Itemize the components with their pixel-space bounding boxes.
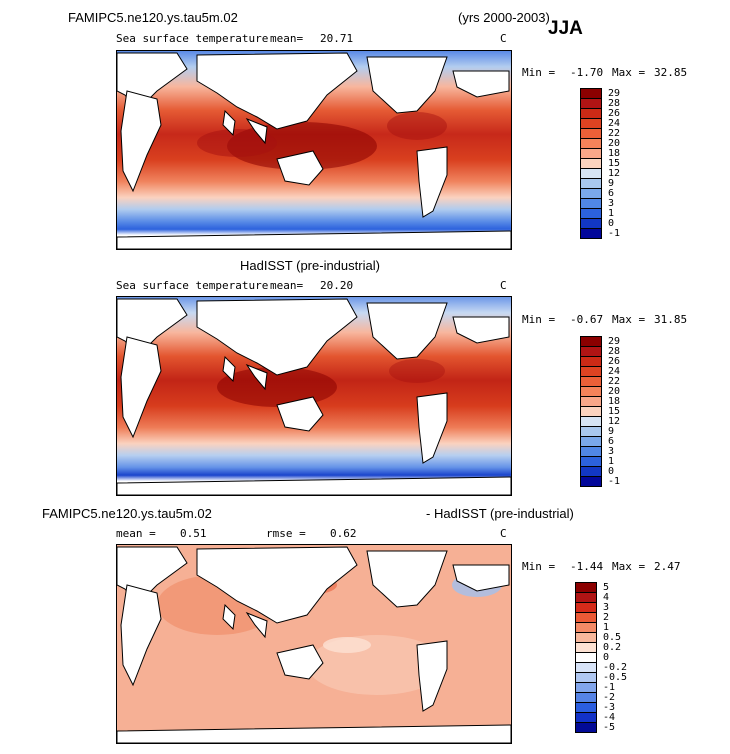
panel2-map — [116, 296, 512, 496]
colorbar-label: 29 — [608, 336, 621, 347]
colorbar-label: -5 — [603, 722, 616, 733]
colorbar-label: 1 — [608, 208, 615, 219]
colorbar-label: -1 — [608, 228, 621, 239]
years-label: (yrs 2000-2003) — [458, 10, 550, 25]
colorbar-label: 26 — [608, 108, 621, 119]
colorbar-label: -1 — [608, 476, 621, 487]
panel2-max-label: Max = — [612, 313, 646, 326]
colorbar-label: 9 — [608, 178, 615, 189]
colorbar-label: 9 — [608, 426, 615, 437]
panel3-max-label: Max = — [612, 560, 646, 573]
colorbar-label: 26 — [608, 356, 621, 367]
colorbar-cell — [580, 476, 602, 487]
panel3-mean-value: 0.51 — [180, 527, 207, 540]
panel1-map — [116, 50, 512, 250]
colorbar-label: 0.2 — [603, 642, 622, 653]
colorbar-label: 3 — [608, 198, 615, 209]
panel3-rmse-label: rmse = — [266, 527, 306, 540]
colorbar-label: 4 — [603, 592, 610, 603]
colorbar-label: 0.5 — [603, 632, 622, 643]
colorbar-label: -0.5 — [603, 672, 628, 683]
colorbar-label: -4 — [603, 712, 616, 723]
case-title: FAMIPC5.ne120.ys.tau5m.02 — [68, 10, 238, 25]
colorbar-label: 6 — [608, 188, 615, 199]
colorbar-label: 0 — [608, 218, 615, 229]
panel1-min-value: -1.70 — [570, 66, 604, 79]
colorbar-label: 20 — [608, 386, 621, 397]
colorbar-label: 28 — [608, 346, 621, 357]
panel2-mean-value: 20.20 — [320, 279, 354, 292]
panel2-units: C — [500, 279, 507, 292]
colorbar-label: 2 — [603, 612, 610, 623]
colorbar-label: 6 — [608, 436, 615, 447]
colorbar-label: 28 — [608, 98, 621, 109]
season-label: JJA — [548, 18, 583, 39]
panel3-title-left: FAMIPC5.ne120.ys.tau5m.02 — [42, 506, 212, 521]
panel2-map-svg — [117, 297, 511, 495]
panel2-title: HadISST (pre-industrial) — [240, 258, 380, 273]
panel3-map — [116, 544, 512, 744]
panel3-title-right: - HadISST (pre-industrial) — [426, 506, 574, 521]
panel3-colorbar: 5 4 3 2 1 0.5 0.2 0 -0.2 -0.5 -1 -2 -3 -4 -5 — [575, 582, 695, 742]
colorbar-label: 22 — [608, 376, 621, 387]
colorbar-cell — [575, 722, 597, 733]
panel1-colorbar: 29 28 26 24 22 20 18 15 12 9 6 3 1 0 -1 — [580, 88, 690, 248]
panel3-min-label: Min = — [522, 560, 556, 573]
colorbar-cell — [580, 228, 602, 239]
colorbar-label: -3 — [603, 702, 616, 713]
panel1-units: C — [500, 32, 507, 45]
panel1-max-value: 32.85 — [654, 66, 688, 79]
panel1-variable: Sea surface temperature — [116, 32, 269, 45]
colorbar-label: -0.2 — [603, 662, 628, 673]
panel3-units: C — [500, 527, 507, 540]
colorbar-label: 24 — [608, 366, 621, 377]
panel3-min-value: -1.44 — [570, 560, 604, 573]
panel3-map-svg — [117, 545, 511, 743]
panel2-variable: Sea surface temperature — [116, 279, 269, 292]
panel2-mean-label: mean= — [270, 279, 304, 292]
colorbar-label: 15 — [608, 158, 621, 169]
panel3-rmse-value: 0.62 — [330, 527, 357, 540]
colorbar-label: -2 — [603, 692, 616, 703]
panel1-max-label: Max = — [612, 66, 646, 79]
colorbar-label: 24 — [608, 118, 621, 129]
colorbar-label: 1 — [603, 622, 610, 633]
colorbar-label: 1 — [608, 456, 615, 467]
colorbar-label: 0 — [603, 652, 610, 663]
colorbar-label: 5 — [603, 582, 610, 593]
panel3-max-value: 2.47 — [654, 560, 681, 573]
colorbar-label: 18 — [608, 396, 621, 407]
colorbar-label: 12 — [608, 168, 621, 179]
colorbar-label: 0 — [608, 466, 615, 477]
colorbar-label: 12 — [608, 416, 621, 427]
colorbar-label: -1 — [603, 682, 616, 693]
colorbar-label: 22 — [608, 128, 621, 139]
colorbar-label: 20 — [608, 138, 621, 149]
panel1-mean-label: mean= — [270, 32, 304, 45]
colorbar-label: 18 — [608, 148, 621, 159]
panel2-max-value: 31.85 — [654, 313, 688, 326]
panel2-min-value: -0.67 — [570, 313, 604, 326]
panel2-colorbar: 29 28 26 24 22 20 18 15 12 9 6 3 1 0 -1 — [580, 336, 690, 496]
panel1-min-label: Min = — [522, 66, 556, 79]
panel2-min-label: Min = — [522, 313, 556, 326]
colorbar-label: 29 — [608, 88, 621, 99]
panel1-mean-value: 20.71 — [320, 32, 354, 45]
colorbar-label: 15 — [608, 406, 621, 417]
panel1-map-svg — [117, 51, 511, 249]
colorbar-label: 3 — [608, 446, 615, 457]
colorbar-label: 3 — [603, 602, 610, 613]
panel3-mean-label: mean = — [116, 527, 156, 540]
